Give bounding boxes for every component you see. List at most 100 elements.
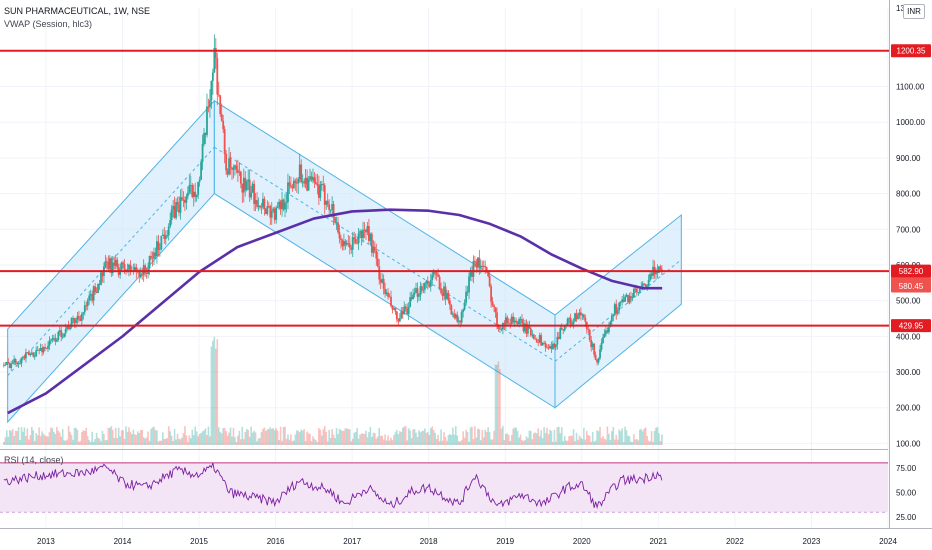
volume-bar	[453, 434, 456, 445]
candle-body	[114, 259, 117, 266]
volume-bar	[471, 426, 473, 445]
volume-bar	[531, 439, 534, 445]
candle	[45, 347, 48, 350]
candle-body	[232, 167, 235, 170]
candle	[552, 340, 554, 350]
candle	[306, 169, 308, 192]
candle	[244, 170, 247, 197]
candle-body	[229, 158, 232, 168]
candle-body	[33, 356, 36, 358]
volume-bar	[323, 426, 326, 445]
volume-bar	[580, 437, 582, 445]
candle	[55, 337, 58, 343]
candle	[253, 179, 255, 212]
candle-body	[175, 202, 177, 218]
volume-bar	[42, 433, 45, 445]
candle-body	[89, 294, 92, 296]
volume-bar	[388, 440, 391, 445]
volume-bar	[100, 441, 102, 445]
candle	[295, 177, 298, 193]
candle	[164, 230, 167, 245]
volume-bar	[640, 429, 643, 445]
volume-bar	[325, 431, 328, 445]
candle	[2, 362, 5, 368]
volume-bar	[10, 431, 12, 445]
candle	[272, 207, 275, 213]
volume-bar	[466, 432, 469, 445]
candle	[619, 300, 622, 307]
candle	[325, 200, 328, 210]
currency-badge[interactable]: INR	[903, 4, 925, 19]
candle	[169, 212, 172, 229]
volume-bar	[394, 432, 397, 445]
candle-body	[72, 317, 74, 319]
candle	[211, 68, 214, 95]
volume-bar	[337, 434, 339, 445]
volume-bar	[297, 430, 300, 445]
volume-bar	[331, 428, 333, 445]
candle-body	[450, 305, 453, 315]
volume-bar	[618, 429, 620, 445]
candle	[179, 189, 182, 220]
candle	[363, 222, 366, 239]
volume-bar	[581, 439, 584, 445]
candle-body	[538, 335, 541, 343]
candle-body	[216, 58, 219, 95]
candle-body	[225, 153, 228, 171]
volume-bar	[509, 440, 512, 445]
candle-body	[593, 343, 596, 355]
candle-body	[160, 235, 163, 250]
candle	[422, 282, 425, 294]
volume-bar	[424, 428, 426, 445]
volume-bar	[535, 433, 538, 445]
candle-body	[375, 250, 378, 259]
candle-body	[129, 264, 132, 272]
volume-bar	[166, 438, 169, 445]
volume-bar	[397, 434, 400, 445]
candle-body	[550, 345, 553, 349]
candle-body	[615, 304, 618, 314]
volume-bar	[435, 438, 438, 445]
candle	[471, 265, 473, 282]
candle	[412, 288, 414, 300]
candle-body	[148, 256, 151, 269]
volume-bar	[524, 440, 526, 445]
candle-body	[272, 208, 275, 211]
candle-body	[535, 339, 538, 343]
volume-bar	[5, 430, 8, 445]
volume-bar	[472, 439, 475, 445]
candle	[605, 326, 607, 337]
candle-body	[381, 278, 384, 283]
candle	[97, 283, 99, 294]
candle	[431, 271, 434, 286]
volume-bar	[16, 431, 18, 445]
candle	[421, 283, 423, 294]
candle-body	[66, 325, 69, 330]
candle	[375, 243, 378, 266]
candle	[393, 307, 395, 310]
volume-bar	[234, 437, 236, 445]
horizontal-levels[interactable]	[0, 49, 890, 327]
candle	[406, 303, 409, 315]
volume-bar	[490, 439, 492, 445]
volume-bar	[114, 427, 117, 445]
candle-body	[331, 203, 334, 210]
candle-body	[529, 328, 532, 336]
candle-body	[490, 286, 493, 302]
candle-body	[485, 267, 488, 272]
candle	[160, 235, 163, 251]
candle	[287, 173, 289, 210]
volume-bar	[14, 430, 17, 445]
candle	[92, 285, 95, 306]
volume-bar	[138, 433, 141, 445]
candle-body	[413, 292, 416, 295]
volume-bar	[135, 434, 138, 445]
candle	[362, 221, 364, 243]
candle	[294, 178, 297, 191]
volume-bar	[634, 439, 637, 445]
volume-bar	[136, 431, 139, 445]
candle	[94, 282, 97, 296]
candle	[425, 279, 428, 289]
volume-bar	[78, 441, 80, 445]
